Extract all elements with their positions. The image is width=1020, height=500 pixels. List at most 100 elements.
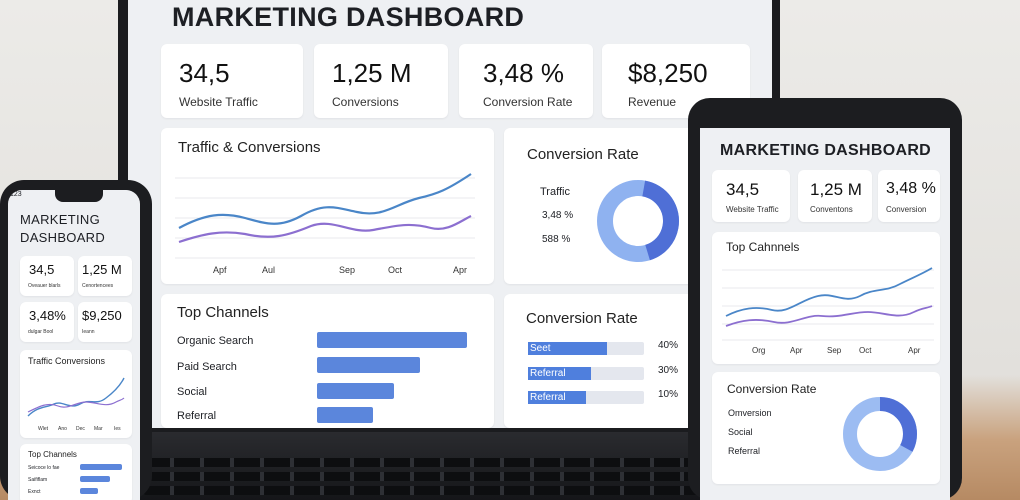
kpi-card-website-traffic[interactable]: 34,5 Website Traffic: [712, 170, 790, 222]
channel-label: Referral: [177, 410, 217, 422]
channel-label: Seicoce lo fae: [28, 465, 60, 471]
kpi-label: Conventons: [810, 205, 853, 214]
top-channels-card[interactable]: Top Channels Seicoce lo fae Saififlam Ex…: [20, 444, 132, 500]
progress-label: Seet: [530, 343, 551, 354]
kpi-label: Revenue: [628, 95, 677, 109]
kpi-card[interactable]: 1,25 M Cenortencees: [78, 256, 132, 296]
traffic-line-chart: [27, 377, 125, 417]
traffic-series-line: [178, 173, 472, 229]
legend-line: Social: [728, 427, 753, 437]
x-axis-label: Apr: [908, 346, 921, 355]
channel-bar: [80, 488, 98, 494]
x-axis-label: Apr: [790, 346, 803, 355]
conversion-donut-chart: [597, 180, 679, 262]
kpi-value: 3,48 %: [886, 180, 936, 197]
card-title: Top Channels: [177, 304, 269, 321]
progress-percent: 30%: [658, 365, 679, 376]
x-axis-label: Oct: [388, 265, 403, 275]
kpi-value: 3,48 %: [483, 58, 564, 88]
legend-line: Omversion: [728, 408, 772, 418]
channel-label: Organic Search: [177, 335, 254, 347]
channel-bar: [80, 476, 110, 482]
card-title: Traffic & Conversions: [178, 139, 321, 156]
page-title: MARKETING DASHBOARD: [720, 142, 932, 159]
x-axis-label: Sep: [339, 265, 356, 275]
kpi-card-website-traffic[interactable]: 34,5 Website Traffic: [161, 44, 303, 118]
card-title: Conversion Rate: [727, 382, 817, 396]
channels-line-chart: [722, 267, 934, 341]
x-axis-label: Sep: [827, 346, 842, 355]
kpi-card[interactable]: 34,5 Oveauer blarls: [20, 256, 74, 296]
kpi-card-conversions[interactable]: 1,25 M Conversions: [314, 44, 448, 118]
x-axis-label: Apf: [213, 265, 227, 275]
progress-percent: 40%: [658, 340, 679, 351]
top-channels-card[interactable]: Top Channels Organic Search Paid Search …: [161, 294, 494, 428]
card-title: Conversion Rate: [527, 146, 639, 163]
kpi-label: Website Traffic: [179, 95, 258, 109]
progress-fill: Referral: [528, 367, 591, 380]
conversion-rate-card[interactable]: Conversion Rate Omversion Social Referra…: [712, 372, 940, 484]
card-title: Top Channels: [28, 450, 77, 459]
x-axis-label: Org: [752, 346, 766, 355]
phone-screen: 123 MARKETING DASHBOARD 34,5 Oveauer bla…: [8, 190, 140, 500]
kpi-value: 1,25 M: [332, 58, 412, 88]
progress-track: Seet: [528, 342, 644, 355]
progress-track: Referral: [528, 391, 644, 404]
top-channels-card[interactable]: Top Cahnnels Org Apr Sep Oct Apr: [712, 232, 940, 364]
kpi-label: dulgar Bool: [28, 329, 54, 335]
kpi-label: Conversion Rate: [483, 95, 573, 109]
kpi-value: 1,25 M: [810, 180, 862, 199]
kpi-card-conversions[interactable]: 1,25 M Conventons: [798, 170, 872, 222]
channel-bar: [317, 357, 420, 373]
kpi-label: Website Traffic: [726, 205, 779, 214]
channel-bar: [317, 407, 373, 423]
traffic-conversions-card[interactable]: Traffic Conversions Wlet Ano Dec Mar Ies: [20, 350, 132, 438]
x-axis-label: Ano: [58, 426, 67, 432]
progress-fill: Referral: [528, 391, 586, 404]
channel-label: Social: [177, 386, 207, 398]
progress-label: Referral: [530, 392, 566, 403]
kpi-value: 34,5: [726, 180, 760, 199]
series-line-purple: [27, 397, 125, 413]
channel-label: Paid Search: [177, 361, 237, 373]
progress-track: Referral: [528, 367, 644, 380]
x-axis-label: Ies: [114, 426, 121, 432]
card-title: Conversion Rate: [526, 310, 638, 327]
phone-notch: [55, 190, 103, 202]
traffic-line-chart: [175, 173, 475, 259]
kpi-value: $8,250: [628, 58, 708, 88]
progress-fill: Seet: [528, 342, 607, 355]
kpi-card[interactable]: 3,48% dulgar Bool: [20, 302, 74, 342]
kpi-value: $9,250: [82, 308, 122, 323]
channel-label: Exnct: [28, 489, 41, 495]
kpi-label: Oveauer blarls: [28, 283, 61, 289]
kpi-card-conversion-rate[interactable]: 3,48 % Conversion Rate: [459, 44, 593, 118]
kpi-card-conversion-rate[interactable]: 3,48 % Conversion: [878, 170, 940, 222]
traffic-conversions-card[interactable]: Traffic & Conversions Apf Aul Sep Oct Ap…: [161, 128, 494, 284]
card-title: Traffic Conversions: [28, 356, 106, 366]
kpi-value: 34,5: [179, 58, 230, 88]
legend-line: Referral: [728, 446, 761, 456]
kpi-label: Ieann: [82, 329, 95, 335]
page-title-line2: DASHBOARD: [20, 230, 106, 245]
conversion-donut-chart: [843, 397, 917, 471]
laptop-keyboard: [104, 432, 794, 500]
kpi-label: Cenortencees: [82, 283, 114, 289]
conversions-series-line: [178, 215, 472, 244]
series-line-blue: [27, 377, 125, 417]
kpi-value: 1,25 M: [82, 262, 122, 277]
channel-label: Saififlam: [28, 477, 48, 483]
progress-percent: 10%: [658, 389, 679, 400]
x-axis-label: Mar: [94, 426, 103, 432]
page-title: MARKETING DASHBOARD: [172, 2, 525, 32]
tablet-screen: MARKETING DASHBOARD 34,5 Website Traffic…: [700, 128, 950, 500]
channel-bar: [317, 383, 394, 399]
laptop-screen: MARKETING DASHBOARD 34,5 Website Traffic…: [128, 0, 772, 428]
kpi-value: 34,5: [29, 262, 55, 277]
kpi-card[interactable]: $9,250 Ieann: [78, 302, 132, 342]
kpi-value: 3,48%: [29, 308, 66, 323]
x-axis-label: Apr: [453, 265, 468, 275]
status-bar-time: 123: [10, 191, 22, 198]
series-line-blue: [725, 267, 933, 317]
x-axis-label: Oct: [859, 346, 872, 355]
